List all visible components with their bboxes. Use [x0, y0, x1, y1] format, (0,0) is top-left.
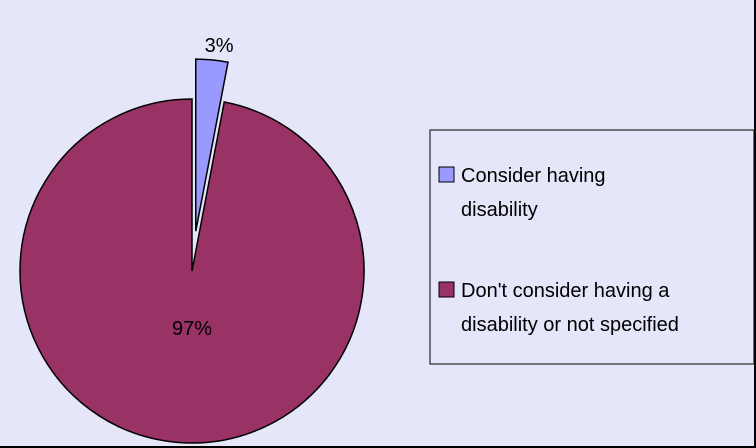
legend-label-not-consider-disability-line2: disability or not specified — [461, 314, 679, 336]
pie-slice-not-consider-disability — [19, 98, 365, 444]
legend-label-consider-disability-line2: disability — [461, 199, 538, 221]
legend-label-consider-disability-line1: Consider having — [461, 165, 606, 187]
legend-swatch-consider-disability — [438, 166, 455, 183]
legend: Consider having disability Don't conside… — [429, 129, 755, 365]
legend-swatch-not-consider-disability — [438, 281, 455, 298]
pie-slices — [19, 58, 365, 444]
pie-slice-consider-disability — [195, 58, 229, 232]
slice-label-consider-disability: 3% — [205, 35, 234, 57]
slice-label-not-consider-disability: 97% — [172, 318, 212, 340]
legend-label-not-consider-disability-line1: Don't consider having a — [461, 280, 670, 302]
legend-box — [429, 129, 755, 365]
